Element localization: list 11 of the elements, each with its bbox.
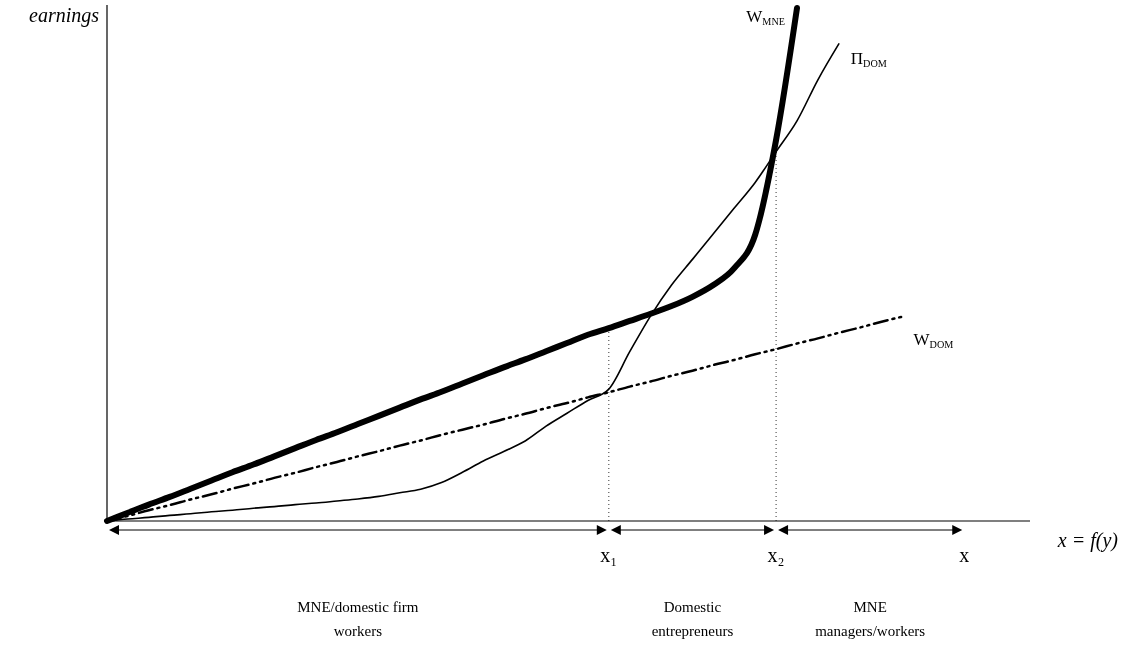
series-label: W$_{DOM}$ <box>913 329 954 350</box>
x-tick-label: x <box>959 544 970 566</box>
x-axis-title: x = f(y) <box>1056 529 1119 552</box>
text: MNE/domestic firm workers <box>297 599 419 639</box>
x-tick-label: x₁ <box>600 544 618 566</box>
series-label: Π$_{DOM}$ <box>850 48 887 69</box>
y-axis-title: earnings <box>29 4 100 27</box>
text: Domestic entrepreneurs <box>651 599 734 639</box>
x-tick-label: x₂ <box>767 544 785 566</box>
series-label: W$_{MNE}$ <box>746 7 785 27</box>
text: MNE managers/workers <box>815 599 926 639</box>
